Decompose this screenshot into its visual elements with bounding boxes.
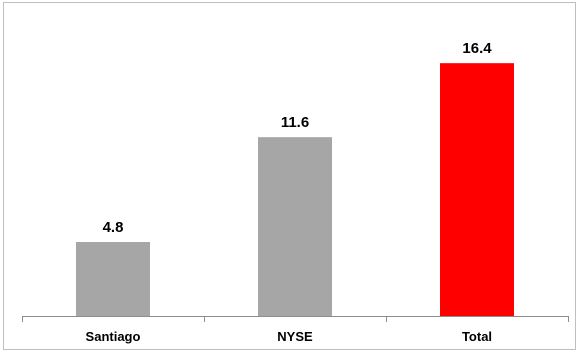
value-labels-group: 4.8 11.6 16.4 — [103, 40, 493, 236]
bar-nyse — [258, 137, 332, 316]
bar-santiago — [76, 242, 150, 316]
bars-group — [76, 63, 514, 316]
category-label-total: Total — [462, 329, 492, 344]
value-label-nyse: 11.6 — [281, 114, 309, 131]
x-axis-ticks — [22, 316, 569, 322]
category-label-santiago: Santiago — [86, 329, 141, 344]
category-label-nyse: NYSE — [277, 329, 313, 344]
value-label-total: 16.4 — [462, 40, 492, 57]
category-labels-group: Santiago NYSE Total — [86, 329, 493, 344]
bar-total — [440, 63, 514, 316]
value-label-santiago: 4.8 — [103, 219, 124, 236]
